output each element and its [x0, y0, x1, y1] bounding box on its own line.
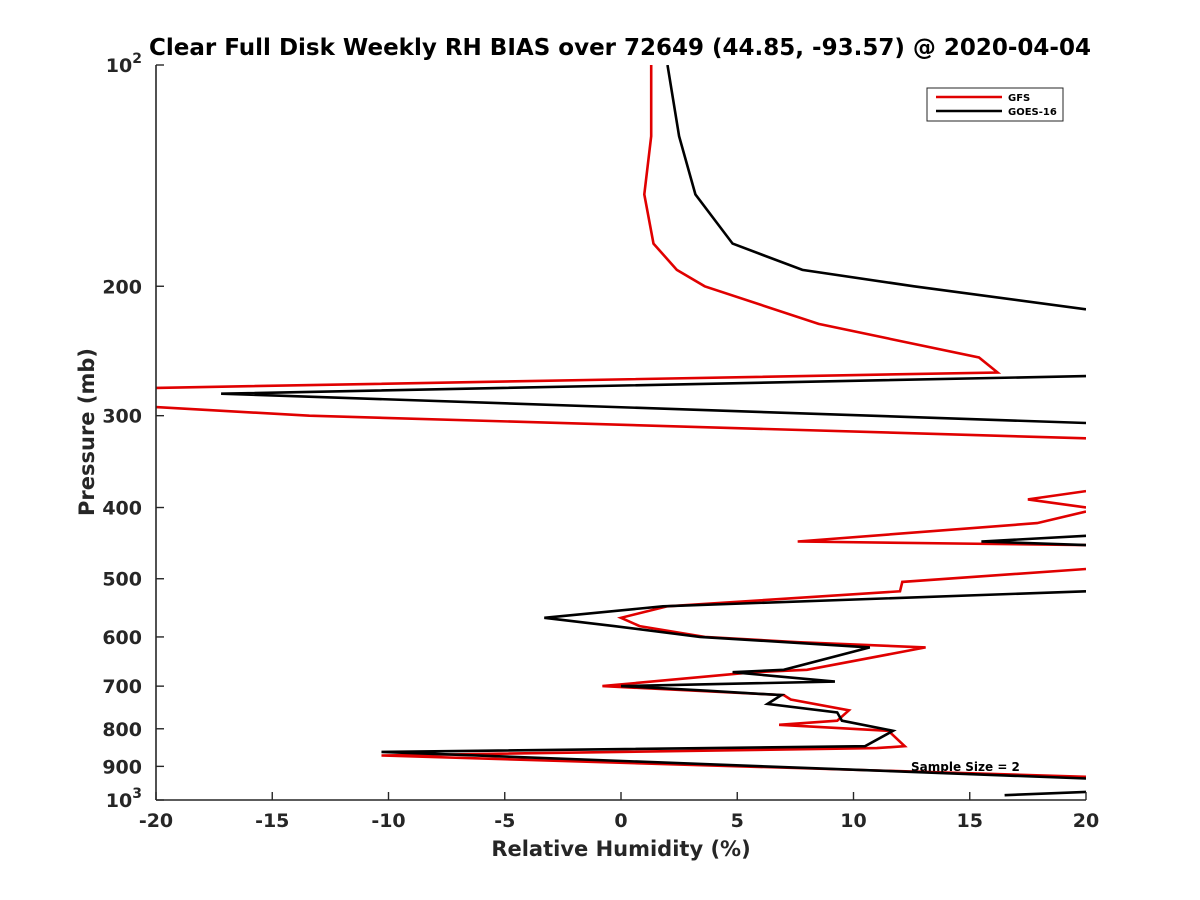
y-tick-label: 700 — [102, 676, 142, 698]
y-axis-label: Pressure (mb) — [75, 348, 99, 516]
series-lines — [156, 65, 1086, 797]
x-tick-label: -5 — [494, 810, 515, 832]
y-tick-label: 400 — [102, 498, 142, 520]
x-tick-label: 0 — [614, 810, 627, 832]
series-line-gfs-0 — [156, 65, 1002, 390]
y-tick-label: 900 — [102, 756, 142, 778]
plot-area — [156, 65, 1086, 800]
y-tick-label: 600 — [102, 627, 142, 649]
series-line-gfs-3 — [797, 510, 1086, 547]
x-axis-label: Relative Humidity (%) — [491, 837, 750, 861]
x-tick-label: 15 — [957, 810, 983, 832]
x-tick-label: 10 — [840, 810, 866, 832]
series-line-gfs-2 — [1027, 489, 1086, 509]
x-tick-label: 20 — [1073, 810, 1099, 832]
y-tick-label: 300 — [102, 406, 142, 428]
series-line-gfs-4 — [381, 567, 1086, 779]
series-line-goes16-2 — [981, 534, 1086, 547]
series-line-goes16-4 — [1004, 790, 1086, 797]
x-tick-label: -10 — [371, 810, 405, 832]
x-axis-ticks: -20 -15 -10 -5 0 5 10 15 20 — [139, 792, 1099, 832]
y-tick-label: 800 — [102, 719, 142, 741]
chart-title: Clear Full Disk Weekly RH BIAS over 7264… — [149, 35, 1091, 61]
series-line-goes16-0 — [666, 65, 1086, 311]
x-tick-label: -15 — [255, 810, 289, 832]
series-line-gfs-1 — [156, 405, 1086, 440]
sample-size-annotation: Sample Size = 2 — [911, 760, 1020, 774]
y-tick-label: 200 — [102, 276, 142, 298]
legend: GFS GOES-16 — [926, 87, 1064, 122]
y-tick-label: 500 — [102, 569, 142, 591]
series-line-goes16-3 — [381, 590, 1086, 780]
y-tick-label: 103 — [106, 786, 142, 812]
x-tick-label: 5 — [731, 810, 744, 832]
legend-label-gfs: GFS — [1008, 93, 1030, 104]
y-tick-label: 102 — [106, 51, 142, 77]
y-axis-ticks: 102 200 300 400 500 600 700 800 900 103 — [102, 51, 164, 812]
x-tick-label: -20 — [139, 810, 173, 832]
series-line-goes16-1 — [221, 374, 1086, 425]
legend-label-goes16: GOES-16 — [1008, 107, 1057, 118]
legend-box — [926, 87, 1064, 122]
